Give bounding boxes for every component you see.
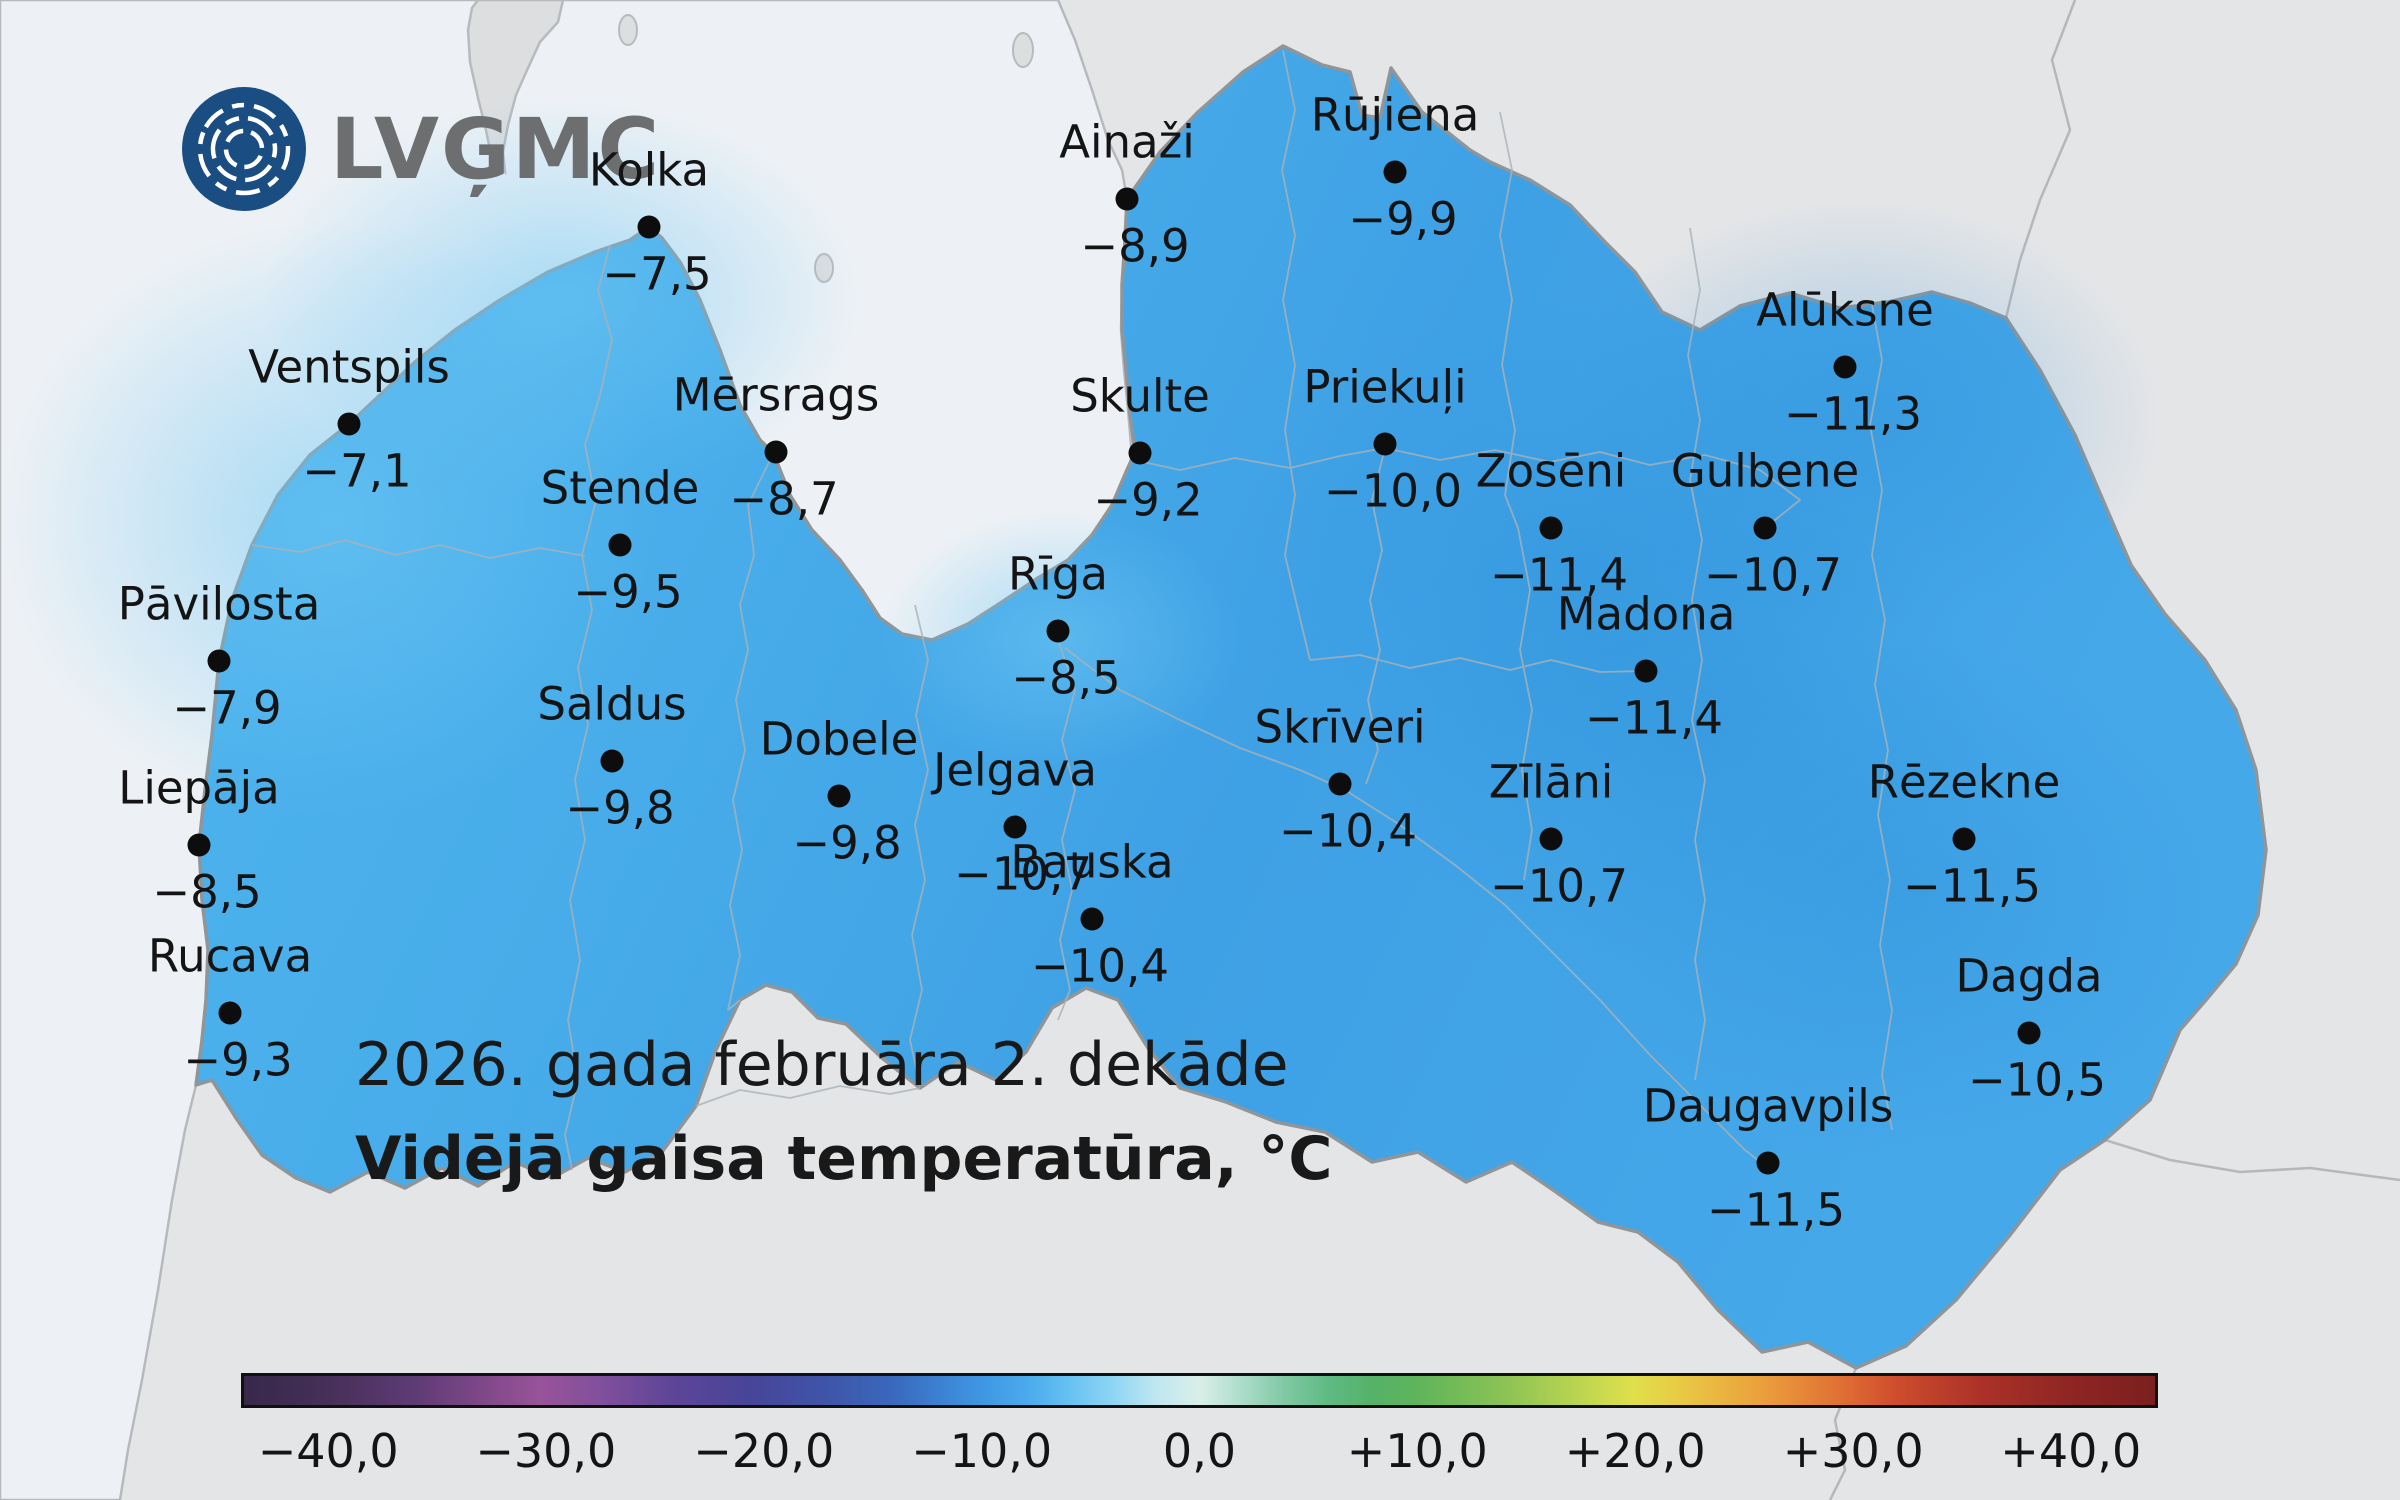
- station-marker: [1383, 160, 1407, 184]
- station-name: Zīlāni: [1488, 755, 1614, 809]
- station-name: Skulte: [1070, 369, 1210, 423]
- station-name: Rūjiena: [1310, 88, 1480, 142]
- station-value: −11,3: [1784, 387, 1922, 441]
- station-value: −8,9: [1080, 219, 1190, 273]
- station-marker: [1539, 827, 1563, 851]
- station-name: Rīga: [1008, 547, 1108, 601]
- colorbar-tick: −10,0: [911, 1424, 1053, 1478]
- colorbar-tick: −40,0: [257, 1424, 399, 1478]
- lvgmc-logo: LVĢMC: [180, 85, 661, 213]
- station-name: Alūksne: [1756, 283, 1934, 337]
- station-marker: [1753, 516, 1777, 540]
- russia-belarus-border: [2104, 1138, 2400, 1182]
- station-value: −11,5: [1903, 859, 2041, 913]
- temperature-colorbar: [241, 1373, 2158, 1408]
- station-value: −11,5: [1707, 1183, 1845, 1237]
- colorbar-tick: +30,0: [1782, 1424, 1924, 1478]
- logo-icon: [182, 87, 306, 211]
- station-value: −8,5: [1011, 651, 1121, 705]
- station-value: −10,0: [1324, 464, 1462, 518]
- station-marker: [637, 215, 661, 239]
- station-value: −9,2: [1093, 473, 1203, 527]
- colorbar-tick: −30,0: [475, 1424, 617, 1478]
- station-name: Dobele: [759, 712, 919, 766]
- map-title-block: 2026. gada februāra 2. dekāde Vidējā gai…: [355, 1030, 1332, 1194]
- station-marker: [608, 533, 632, 557]
- map-title: Vidējā gaisa temperatūra, °C: [355, 1124, 1333, 1194]
- station-marker: [600, 749, 624, 773]
- station-value: −7,5: [602, 247, 712, 301]
- station-marker: [1952, 827, 1976, 851]
- station-name: Skrīveri: [1254, 700, 1426, 754]
- station-marker: [1634, 659, 1658, 683]
- station-name: Daugavpils: [1642, 1079, 1894, 1133]
- station-marker: [2017, 1021, 2041, 1045]
- station-value: −9,5: [573, 565, 683, 619]
- station-name: Rucava: [147, 929, 313, 983]
- colorbar-tick: +10,0: [1346, 1424, 1488, 1478]
- station-marker: [1756, 1151, 1780, 1175]
- station-name: Jelgava: [933, 743, 1097, 797]
- colorbar-tick: +20,0: [1564, 1424, 1706, 1478]
- station-name: Pāvilosta: [117, 577, 321, 631]
- municipality-borders: [251, 49, 1893, 1171]
- station-name: Zosēni: [1475, 444, 1627, 498]
- station-marker: [1046, 619, 1070, 643]
- station-value: −10,4: [1031, 939, 1169, 993]
- station-name: Ainaži: [1059, 115, 1195, 169]
- colorbar-tick: +40,0: [2000, 1424, 2142, 1478]
- station-name: Mērsrags: [672, 368, 880, 422]
- station-marker: [207, 649, 231, 673]
- station-value: −9,3: [183, 1033, 293, 1087]
- station-value: −10,7: [1490, 859, 1628, 913]
- station-name: Stende: [540, 461, 700, 515]
- station-name: Liepāja: [118, 761, 280, 815]
- station-name: Priekuļi: [1303, 360, 1467, 414]
- station-value: −10,5: [1968, 1053, 2106, 1107]
- station-marker: [1539, 516, 1563, 540]
- station-value: −10,4: [1279, 804, 1417, 858]
- station-value: −7,1: [302, 444, 412, 498]
- station-name: Dagda: [1955, 949, 2103, 1003]
- logo-text: LVĢMC: [330, 100, 662, 198]
- station-value: −7,9: [172, 681, 282, 735]
- station-marker: [1080, 907, 1104, 931]
- station-marker: [1115, 187, 1139, 211]
- station-value: −10,7: [954, 847, 1092, 901]
- station-name: Gulbene: [1670, 444, 1860, 498]
- station-marker: [1833, 355, 1857, 379]
- station-value: −10,7: [1704, 548, 1842, 602]
- station-value: −9,8: [565, 781, 675, 835]
- station-value: −11,4: [1490, 548, 1628, 602]
- colorbar-tick: −20,0: [693, 1424, 835, 1478]
- station-name: Rēzekne: [1867, 755, 2061, 809]
- colorbar-tick: 0,0: [1162, 1424, 1237, 1478]
- station-value: −9,8: [792, 816, 902, 870]
- station-value: −9,9: [1348, 192, 1458, 246]
- station-marker: [764, 440, 788, 464]
- station-name: Bauska: [1010, 835, 1174, 889]
- station-marker: [1128, 441, 1152, 465]
- station-marker: [1328, 772, 1352, 796]
- station-value: −11,4: [1585, 691, 1723, 745]
- station-marker: [218, 1001, 242, 1025]
- station-name: Madona: [1556, 587, 1736, 641]
- small-island-1: [618, 14, 638, 46]
- station-value: −8,7: [729, 472, 839, 526]
- temperature-shading: [0, 100, 2230, 1160]
- station-name: Kolka: [588, 143, 710, 197]
- station-marker: [337, 412, 361, 436]
- small-island-2: [1012, 32, 1034, 68]
- map-subtitle: 2026. gada februāra 2. dekāde: [355, 1030, 1289, 1100]
- station-marker: [187, 833, 211, 857]
- station-value: −8,5: [152, 865, 262, 919]
- station-marker: [1003, 815, 1027, 839]
- station-marker: [1373, 432, 1397, 456]
- station-name: Ventspils: [248, 340, 450, 394]
- station-marker: [827, 784, 851, 808]
- station-name: Saldus: [537, 677, 687, 731]
